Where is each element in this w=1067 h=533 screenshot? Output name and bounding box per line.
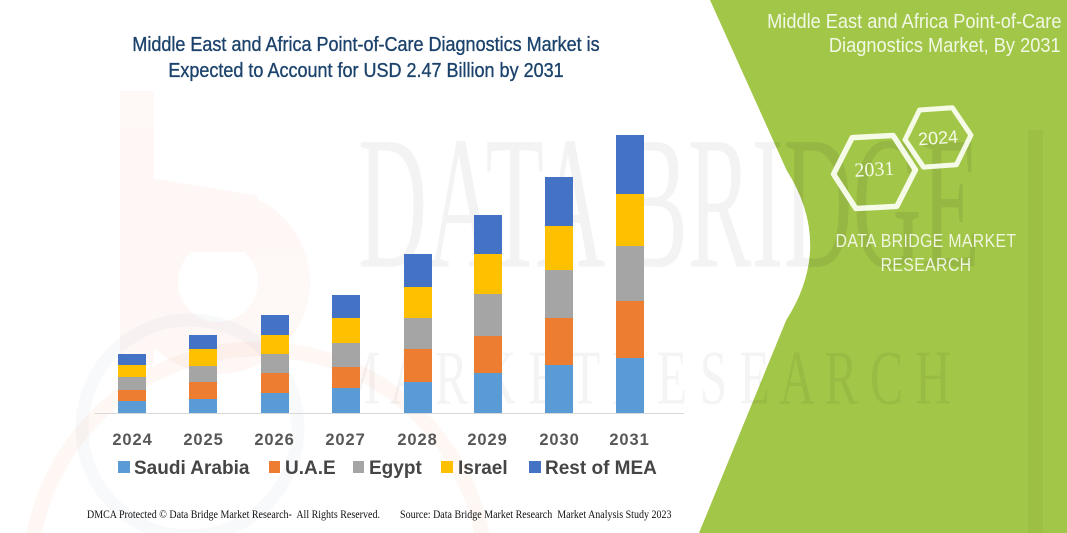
svg-text:2031: 2031 (854, 158, 895, 182)
svg-text:2024: 2024 (917, 127, 958, 150)
svg-text:DATA BRIDGE: DATA BRIDGE (358, 99, 980, 309)
